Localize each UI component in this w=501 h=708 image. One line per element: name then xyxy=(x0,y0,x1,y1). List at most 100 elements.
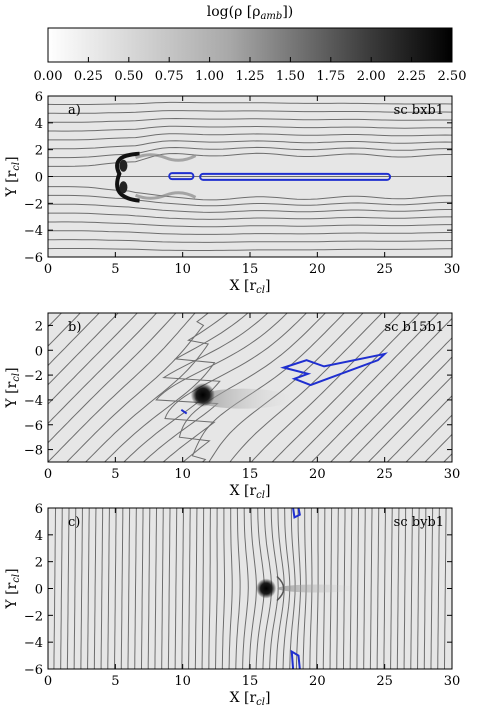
field-line xyxy=(127,508,131,669)
field-line xyxy=(367,375,452,462)
wake-fragment xyxy=(134,191,197,200)
field-line xyxy=(188,508,191,669)
field-line xyxy=(423,508,427,669)
y-tick-label: 0 xyxy=(35,171,43,186)
x-tick-label: 10 xyxy=(174,674,191,689)
field-line xyxy=(405,414,452,462)
field-line xyxy=(0,296,3,475)
field-line xyxy=(383,508,386,669)
x-tick-label: 30 xyxy=(444,674,461,689)
contours xyxy=(290,508,301,669)
field-line xyxy=(93,508,97,669)
x-tick-label: 30 xyxy=(444,467,461,482)
colorbar-tick-label: 1.25 xyxy=(236,69,265,84)
y-tick-label: 2 xyxy=(35,144,43,159)
plot-area xyxy=(48,86,452,257)
field-line xyxy=(48,203,452,213)
field-line xyxy=(208,508,211,669)
field-line xyxy=(48,86,452,88)
y-tick-label: −8 xyxy=(24,444,43,459)
colorbar-tick-label: 0.25 xyxy=(74,69,103,84)
field-line xyxy=(48,313,177,444)
field-line xyxy=(48,212,452,220)
contour xyxy=(199,172,392,181)
field-line xyxy=(114,508,117,669)
field-line xyxy=(48,221,452,228)
field-line xyxy=(120,508,124,669)
x-tick-label: 15 xyxy=(242,262,259,277)
colorbar-tick-label: 0.50 xyxy=(114,69,143,84)
field-line xyxy=(470,296,501,475)
x-tick-label: 0 xyxy=(44,467,52,482)
field-line xyxy=(48,313,82,347)
x-axis-label: X [rcl] xyxy=(230,690,271,708)
y-tick-label: −2 xyxy=(24,609,43,624)
field-line xyxy=(66,508,70,669)
field-line xyxy=(424,433,452,462)
x-tick-label: 30 xyxy=(444,262,461,277)
cloud-core xyxy=(119,159,128,172)
field-line xyxy=(488,296,501,475)
case-label: sc bxb1 xyxy=(394,103,444,118)
field-line xyxy=(356,508,360,669)
cloud-core xyxy=(119,181,128,194)
field-line xyxy=(369,508,373,669)
cloud xyxy=(190,382,215,407)
panel-c: 0 5 10 15 20 25 30 −6 −4 −2 0 2 4 6 c) sc byb1 X [rcl] Y … xyxy=(4,502,461,708)
case-label: sc b15b1 xyxy=(384,320,444,335)
colorbar xyxy=(47,27,453,63)
field-line xyxy=(310,317,452,462)
field-line xyxy=(430,508,434,669)
panel-tag: a) xyxy=(68,103,81,118)
field-line xyxy=(66,313,209,462)
field-line xyxy=(417,508,420,669)
x-tick-label: 0 xyxy=(44,674,52,689)
colorbar-tick-label: 1.50 xyxy=(276,69,305,84)
field-line xyxy=(134,508,137,669)
field-line xyxy=(194,508,198,669)
field-line xyxy=(48,133,452,141)
y-tick-label: −2 xyxy=(24,369,43,384)
colorbar-tick-label: 1.75 xyxy=(316,69,345,84)
plot-area xyxy=(0,296,501,475)
y-tick-label: −6 xyxy=(24,419,43,434)
field-line xyxy=(48,110,452,114)
field-line xyxy=(48,186,452,201)
field-line xyxy=(48,313,119,386)
y-axis-label: Y [rcl] xyxy=(4,367,22,408)
field-line xyxy=(174,508,178,669)
field-line xyxy=(48,313,100,367)
y-tick-label: −4 xyxy=(24,636,43,651)
y-tick-label: 4 xyxy=(35,529,43,544)
y-tick-label: −4 xyxy=(24,224,43,239)
field-line xyxy=(181,508,184,669)
field-line xyxy=(444,508,447,669)
x-tick-label: 10 xyxy=(174,467,191,482)
contour xyxy=(168,172,195,181)
field-line xyxy=(48,146,452,159)
plot-area xyxy=(53,508,447,669)
y-tick-label: 2 xyxy=(35,556,43,571)
field-line xyxy=(147,508,151,669)
field-line xyxy=(329,337,452,462)
wake xyxy=(277,584,358,593)
field-line xyxy=(48,101,452,105)
field-line xyxy=(437,508,440,669)
field-line xyxy=(403,508,407,669)
field-line xyxy=(191,313,345,462)
x-tick-label: 20 xyxy=(309,262,326,277)
field-line xyxy=(48,239,452,243)
field-line xyxy=(48,313,158,425)
y-tick-label: 4 xyxy=(35,117,43,132)
field-line xyxy=(208,313,364,462)
y-tick-label: 6 xyxy=(35,502,43,517)
field-line xyxy=(221,508,226,669)
field-line xyxy=(107,508,110,669)
cloud xyxy=(256,578,277,599)
contour xyxy=(292,508,301,519)
field-line xyxy=(80,508,83,669)
y-tick-label: −6 xyxy=(24,251,43,266)
field-line xyxy=(154,508,158,669)
cloud-shell xyxy=(115,151,140,203)
